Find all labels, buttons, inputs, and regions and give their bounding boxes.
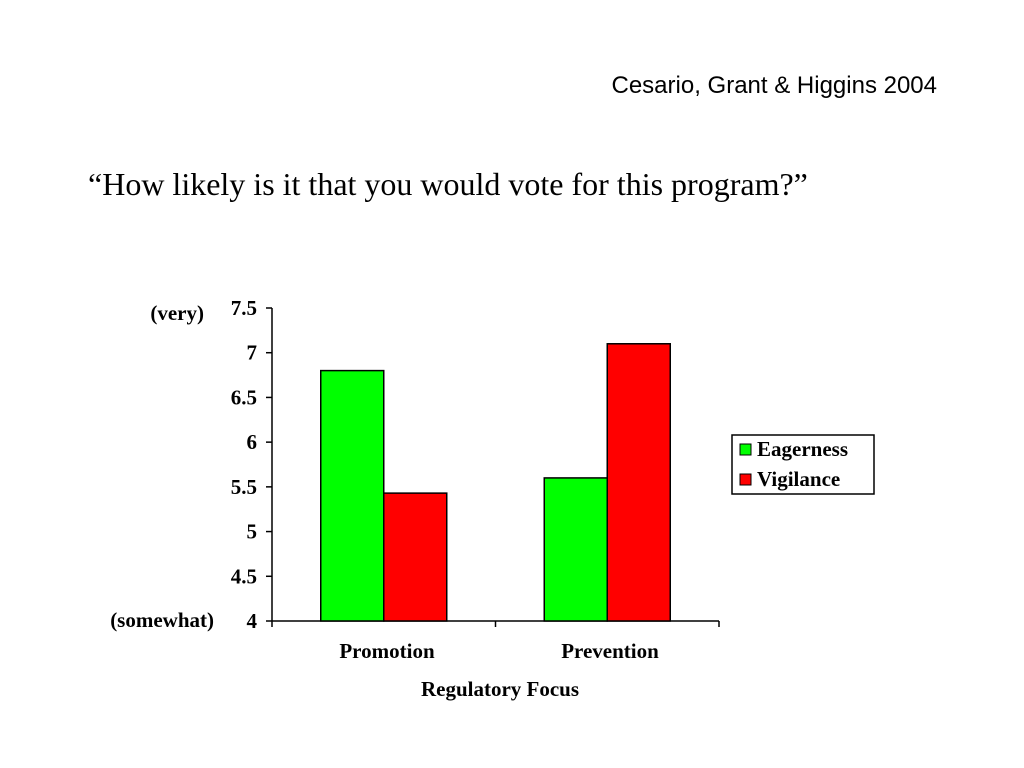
citation-text: Cesario, Grant & Higgins 2004 [611, 72, 938, 99]
axis-labels: (very) (somewhat) Promotion Prevention R… [110, 301, 659, 701]
y-tick-label: 6 [247, 430, 258, 454]
y-tick-label: 7.5 [231, 296, 257, 320]
legend-box [731, 434, 875, 495]
bar-marks [320, 343, 671, 622]
legend-swatch-vigilance [739, 473, 752, 486]
y-annotation-top: (very) [150, 301, 204, 325]
legend-label-eagerness: Eagerness [757, 437, 848, 461]
category-label-prevention: Prevention [561, 639, 659, 663]
legend: Eagerness Vigilance [731, 434, 875, 495]
y-tick-label: 6.5 [231, 385, 257, 409]
y-tick-label: 5.5 [231, 475, 257, 499]
bar-eagerness-promotion [320, 369, 385, 622]
plot-area: 4 4.5 5 5.5 6 6.5 7 7.5 [231, 296, 720, 633]
legend-label-vigilance: Vigilance [757, 467, 840, 491]
category-label-promotion: Promotion [339, 639, 435, 663]
bar-vigilance-prevention [606, 343, 671, 622]
y-tick-label: 5 [247, 520, 258, 544]
bar-vigilance-promotion [383, 492, 448, 622]
question-title: “How likely is it that you would vote fo… [88, 166, 808, 202]
x-axis-title: Regulatory Focus [421, 677, 579, 701]
legend-swatch-eagerness [739, 443, 752, 456]
bar-eagerness-prevention [543, 477, 608, 622]
y-annotation-bottom: (somewhat) [110, 608, 214, 632]
y-tick-label: 4 [247, 609, 258, 633]
y-tick-label: 4.5 [231, 564, 257, 588]
y-tick-label: 7 [247, 341, 258, 365]
